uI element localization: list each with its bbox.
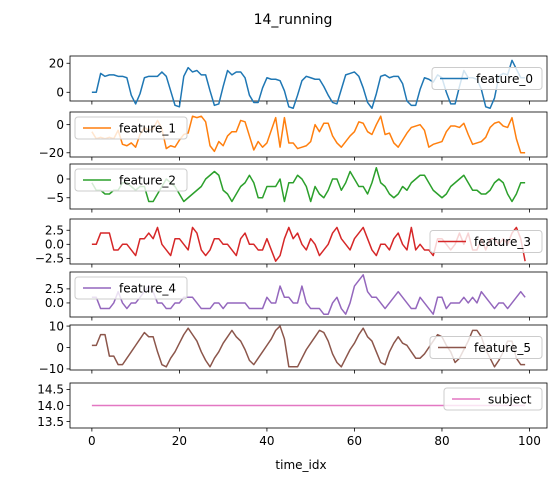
y-tick-label-feature_4: 2.5 bbox=[45, 282, 64, 296]
legend-label: feature_4 bbox=[119, 281, 176, 295]
subplot-feature_1: 0 −20 feature_1 bbox=[39, 111, 548, 161]
y-tick-label-subject: 13.5 bbox=[37, 415, 64, 429]
series-line-feature_0 bbox=[91, 59, 526, 110]
legend-feature_2: feature_2 bbox=[74, 168, 188, 192]
legend-label: feature_0 bbox=[476, 72, 533, 86]
legend-box bbox=[74, 168, 188, 192]
x-tick-label: 60 bbox=[347, 434, 362, 448]
x-axis-label: time_idx bbox=[275, 458, 326, 472]
legend-feature_3: feature_3 bbox=[429, 230, 543, 253]
legend-feature_0: feature_0 bbox=[431, 67, 543, 90]
subplot-feature_3: 2.50.0−2.5 feature_3 bbox=[35, 218, 548, 268]
y-tick-label-feature_1: 0 bbox=[56, 118, 64, 132]
y-tick-label-feature_4: 0.0 bbox=[45, 296, 64, 310]
legend-box bbox=[74, 276, 188, 300]
y-tick-label-feature_5: 0 bbox=[56, 341, 64, 355]
legend-box bbox=[443, 387, 543, 411]
y-tick-label-subject: 14.0 bbox=[37, 399, 64, 413]
y-tick-label-subject: 14.5 bbox=[37, 383, 64, 397]
legend-box bbox=[429, 230, 543, 253]
subplot-feature_0: 0 20 feature_0 bbox=[49, 55, 548, 110]
legend-label: feature_3 bbox=[474, 235, 531, 249]
y-tick-label-feature_2: 0 bbox=[56, 172, 64, 186]
legend-feature_5: feature_5 bbox=[429, 336, 543, 359]
subplots: 0 20 feature_0 0 −20 feature_1 0 −5 feature_2 2.5… bbox=[35, 55, 548, 448]
x-tick-label: 40 bbox=[259, 434, 274, 448]
y-tick-label-feature_1: −20 bbox=[39, 146, 64, 160]
figure-title: 14_running bbox=[254, 12, 333, 28]
y-tick-label-feature_0: 0 bbox=[56, 86, 64, 100]
y-tick-label-feature_3: −2.5 bbox=[35, 252, 64, 266]
subplot-subject: 0 20 40 60 80 100 14.5 14.0 13.5 subject bbox=[37, 382, 548, 448]
legend-feature_1: feature_1 bbox=[74, 116, 188, 140]
series-line-feature_4 bbox=[91, 274, 526, 315]
y-tick-label-feature_2: −5 bbox=[46, 191, 64, 205]
subplot-feature_5: 10 0 −10 feature_5 bbox=[39, 319, 548, 376]
y-tick-label-feature_3: 2.5 bbox=[45, 224, 64, 238]
legend-box bbox=[74, 116, 188, 140]
subplot-feature_4: 2.50.0 feature_4 bbox=[45, 271, 548, 321]
x-tick-label: 20 bbox=[172, 434, 187, 448]
x-tick-label: 100 bbox=[518, 434, 541, 448]
y-tick-label-feature_5: 10 bbox=[49, 319, 64, 333]
legend-subject: subject bbox=[443, 387, 543, 411]
legend-label: feature_5 bbox=[474, 341, 531, 355]
legend-label: feature_2 bbox=[119, 173, 176, 187]
y-tick-label-feature_5: −10 bbox=[39, 362, 64, 376]
legend-label: subject bbox=[488, 392, 532, 406]
y-tick-label-feature_3: 0.0 bbox=[45, 238, 64, 252]
subplot-feature_2: 0 −5 feature_2 bbox=[46, 163, 548, 213]
y-tick-label-feature_0: 20 bbox=[49, 57, 64, 71]
x-tick-label: 80 bbox=[434, 434, 449, 448]
legend-feature_4: feature_4 bbox=[74, 276, 188, 300]
legend-box bbox=[431, 67, 543, 90]
x-tick-label: 0 bbox=[88, 434, 96, 448]
legend-label: feature_1 bbox=[119, 121, 176, 135]
legend-box bbox=[429, 336, 543, 359]
